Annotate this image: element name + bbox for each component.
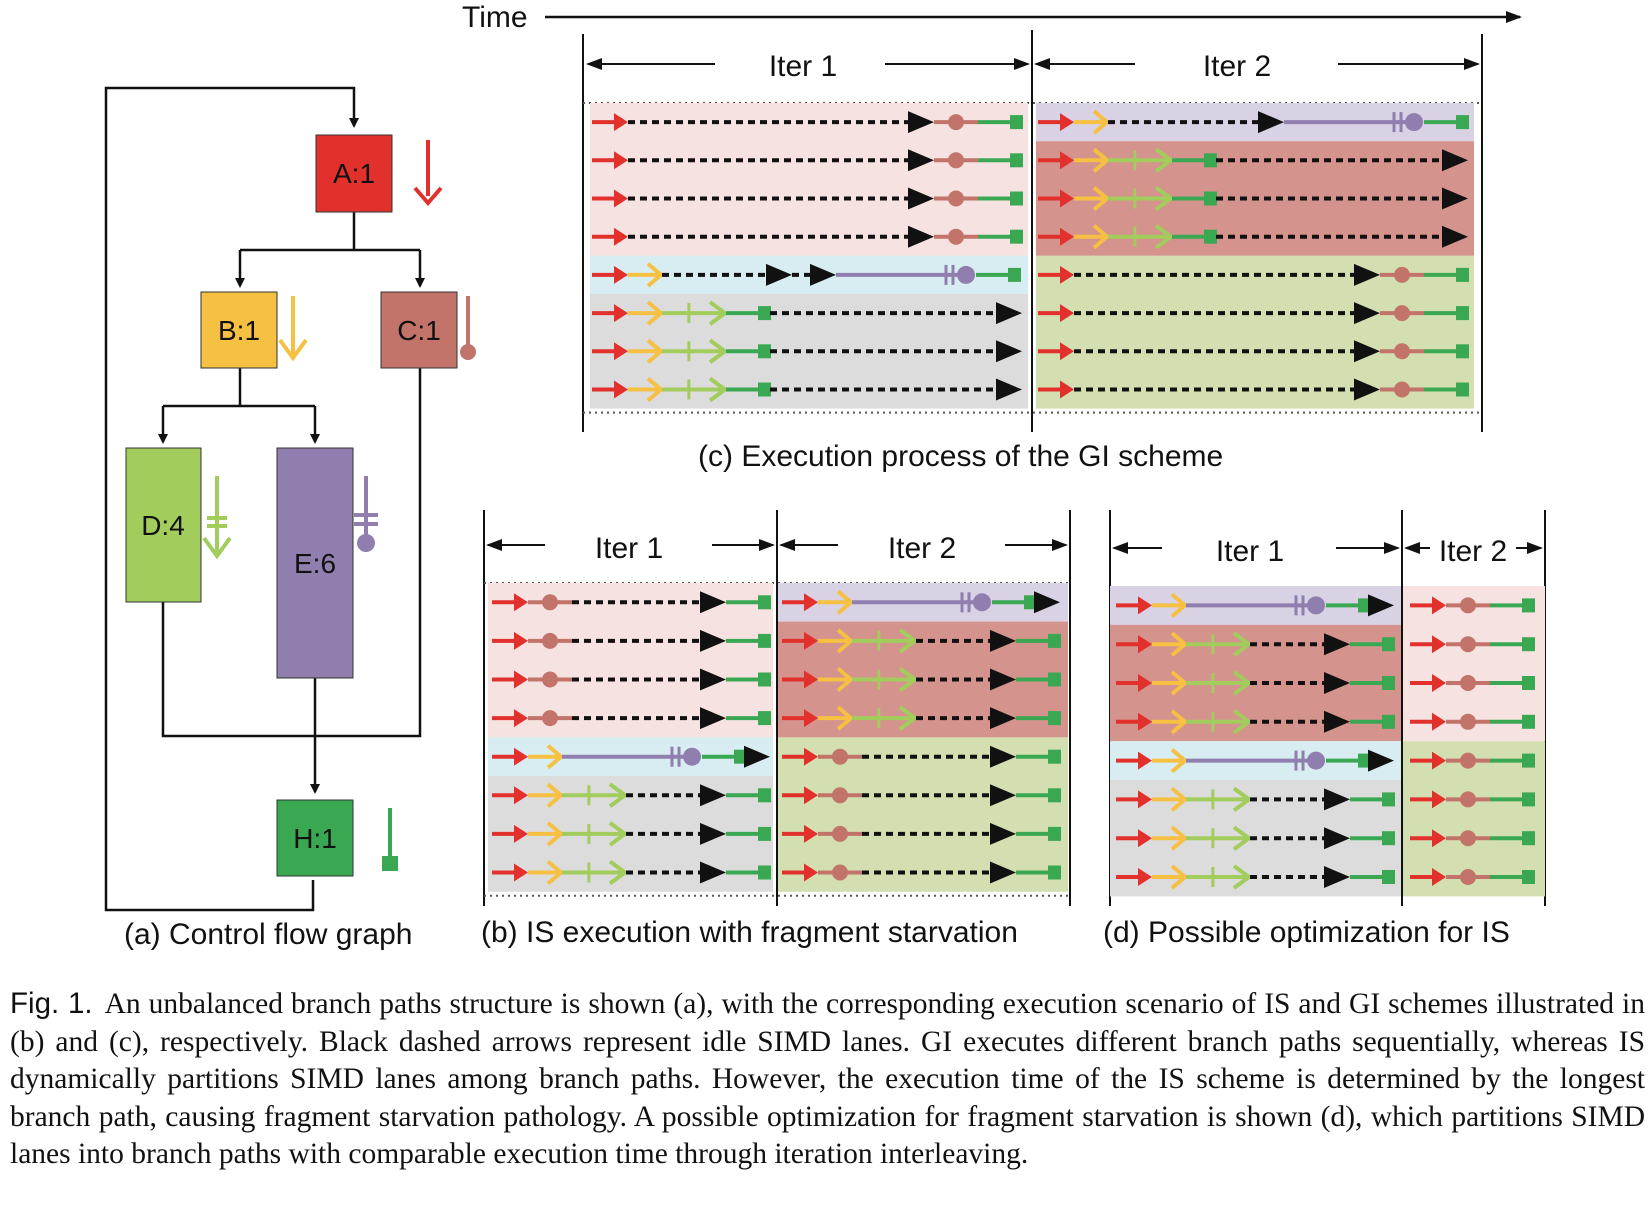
panel-c-lane-iter2 bbox=[1038, 224, 1468, 250]
panel-c-lane-iter1 bbox=[592, 338, 1022, 364]
lane-bg-pink bbox=[488, 583, 773, 738]
figure-caption-lead: Fig. 1. bbox=[10, 987, 93, 1020]
panel-b-lane-iter2 bbox=[782, 861, 1061, 884]
panel-d-lanes bbox=[1110, 586, 1545, 897]
panel-b-iter1-label: Iter 1 bbox=[595, 532, 663, 565]
panel-d-lane-iter2 bbox=[1410, 868, 1535, 886]
panel-c-lane-iter1 bbox=[592, 111, 1023, 134]
panel-d-lane-iter1 bbox=[1116, 709, 1395, 735]
cfg-node-b-label: B:1 bbox=[218, 315, 260, 346]
panel-d-lane-iter2 bbox=[1410, 635, 1535, 654]
panel-d-lane-iter2 bbox=[1410, 751, 1535, 770]
panel-d-lane-iter2 bbox=[1410, 790, 1535, 809]
cfg-node-c-label: C:1 bbox=[397, 315, 441, 346]
panel-is-execution: Iter 1 Iter 2 (b) IS execution with frag… bbox=[481, 510, 1071, 949]
panel-b-lane-iter2 bbox=[782, 628, 1061, 654]
panel-d-lane-iter1 bbox=[1116, 631, 1395, 657]
panel-b-caption: (b) IS execution with fragment starvatio… bbox=[481, 916, 1018, 949]
panel-b-lane-iter1 bbox=[492, 821, 771, 847]
panel-d-lane-iter2 bbox=[1410, 829, 1535, 848]
time-label: Time bbox=[462, 1, 528, 34]
cfg-edges bbox=[104, 86, 425, 912]
panel-gi-scheme: Iter 1 Iter 2 (c) Execution process of t… bbox=[582, 30, 1483, 473]
panel-b-lane-iter2 bbox=[782, 705, 1061, 731]
panel-c-lane-iter1 bbox=[592, 225, 1023, 248]
panel-c-lane-iter2 bbox=[1038, 340, 1469, 363]
panel-d-lane-iter1 bbox=[1116, 786, 1395, 813]
panel-c-lane-iter2 bbox=[1038, 302, 1469, 325]
panel-b-lane-iter2 bbox=[782, 822, 1061, 845]
panel-b-lane-iter1 bbox=[492, 859, 771, 886]
figure-caption-text: An unbalanced branch paths structure is … bbox=[10, 988, 1645, 1170]
cross-arrow-down-icon bbox=[202, 476, 232, 560]
panel-c-lane-iter2 bbox=[1038, 263, 1469, 286]
panel-d-lane-iter1 bbox=[1116, 864, 1395, 890]
panel-c-lane-iter2 bbox=[1038, 185, 1468, 212]
panel-c-lane-iter2 bbox=[1038, 147, 1468, 173]
panel-b-lane-iter2 bbox=[782, 784, 1061, 807]
lane-bg-green bbox=[1403, 741, 1545, 897]
panel-b-lane-iter1 bbox=[492, 629, 771, 652]
panel-b-lane-iter2 bbox=[782, 666, 1061, 693]
panel-b-iter-brackets bbox=[483, 510, 1071, 906]
panel-d-caption: (d) Possible optimization for IS bbox=[1103, 916, 1510, 949]
panel-c-iter2-label: Iter 2 bbox=[1203, 50, 1271, 83]
panel-b-lane-iter1 bbox=[492, 591, 771, 614]
panel-b-lane-iter2 bbox=[782, 745, 1061, 768]
panel-d-lane-iter1 bbox=[1116, 592, 1394, 618]
panel-possible-optimization: Iter 1 Iter 2 (d) Possible optimization … bbox=[1103, 510, 1546, 949]
panel-c-lane-iter1 bbox=[592, 149, 1023, 172]
cfg-node-h-label: H:1 bbox=[293, 823, 337, 854]
cfg-node-d-label: D:4 bbox=[141, 510, 185, 541]
panel-c-lane-iter1 bbox=[592, 187, 1023, 210]
lane-bg-green bbox=[778, 737, 1068, 892]
panel-c-lanes bbox=[583, 102, 1482, 414]
panel-b-lane-iter1 bbox=[492, 668, 771, 691]
cfg-node-d: D:4 bbox=[125, 447, 202, 603]
double-bar-dot-icon bbox=[354, 476, 378, 552]
cfg-node-a-label: A:1 bbox=[333, 158, 375, 189]
square-end-icon bbox=[382, 808, 398, 871]
arrow-down-icon bbox=[413, 140, 443, 207]
cfg-caption: (a) Control flow graph bbox=[124, 918, 412, 951]
panel-c-iter-brackets bbox=[582, 30, 1483, 432]
lane-bg-pink bbox=[1403, 586, 1545, 742]
cfg-node-e: E:6 bbox=[276, 447, 354, 679]
panel-c-lane-iter1 bbox=[592, 376, 1022, 403]
panel-c-iter1-label: Iter 1 bbox=[769, 50, 837, 83]
figure-canvas: Time A:1 bbox=[104, 1, 1546, 951]
dot-end-icon bbox=[460, 296, 476, 360]
panel-b-lanes bbox=[484, 582, 1070, 897]
cfg-node-a: A:1 bbox=[315, 134, 393, 213]
panel-b-lane-iter1 bbox=[492, 782, 771, 808]
panel-b-lane-iter1 bbox=[492, 707, 771, 730]
cfg-node-b: B:1 bbox=[200, 291, 278, 369]
cfg-node-h: H:1 bbox=[276, 799, 354, 877]
panel-c-lane-iter1 bbox=[592, 262, 792, 288]
panel-b-lane-iter1 bbox=[492, 744, 770, 770]
panel-c-lane-iter2 bbox=[1038, 109, 1469, 135]
panel-d-lane-iter2 bbox=[1410, 596, 1535, 615]
panel-d-lane-iter1 bbox=[1116, 670, 1395, 696]
panel-c-lane-iter1-tail bbox=[792, 263, 1021, 286]
panel-b-iter2-label: Iter 2 bbox=[888, 532, 956, 565]
panel-b-lane-iter2 bbox=[782, 589, 1060, 615]
open-arrow-down-icon bbox=[278, 296, 308, 362]
cfg-node-c: C:1 bbox=[380, 291, 458, 369]
panel-d-lane-iter2 bbox=[1410, 674, 1535, 692]
panel-c-lane-iter2 bbox=[1038, 378, 1469, 401]
control-flow-graph: A:1 B:1 C:1 D:4 bbox=[104, 86, 476, 951]
panel-d-lane-iter2 bbox=[1410, 712, 1535, 731]
panel-d-lane-iter1 bbox=[1116, 825, 1395, 851]
panel-d-lane-iter1 bbox=[1116, 748, 1394, 774]
figure-caption: Fig. 1. An unbalanced branch paths struct… bbox=[10, 985, 1645, 1174]
panel-c-lane-iter1 bbox=[592, 300, 1022, 326]
panel-c-caption: (c) Execution process of the GI scheme bbox=[698, 440, 1223, 473]
panel-d-iter2-label: Iter 2 bbox=[1439, 535, 1507, 568]
cfg-node-e-label: E:6 bbox=[294, 548, 336, 579]
panel-d-iter1-label: Iter 1 bbox=[1216, 535, 1284, 568]
